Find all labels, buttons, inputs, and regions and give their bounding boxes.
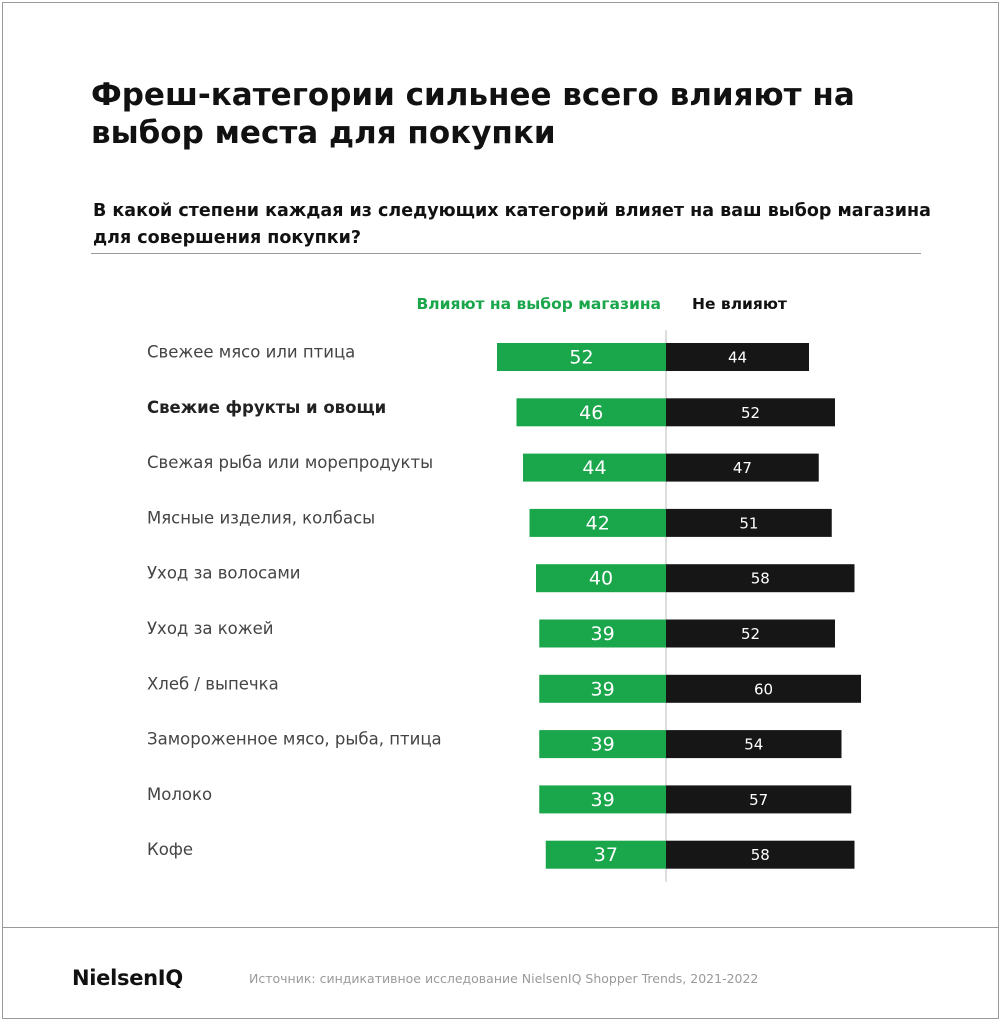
- legend-influence: Влияют на выбор магазина: [416, 295, 661, 313]
- value-label-influence: 39: [591, 734, 615, 756]
- bar-influence: [539, 674, 666, 703]
- value-label-no-influence: 51: [739, 514, 758, 532]
- bar-no-influence: [666, 398, 835, 427]
- bar-no-influence: [666, 619, 835, 648]
- value-label-influence: 39: [591, 789, 615, 811]
- nielseniq-logo: NielsenIQ: [72, 966, 183, 990]
- bar-no-influence: [666, 730, 842, 759]
- value-label-influence: 40: [589, 568, 613, 590]
- bar-influence: [529, 508, 666, 537]
- category-label: Молоко: [147, 785, 212, 804]
- bar-influence: [516, 398, 666, 427]
- value-label-no-influence: 58: [751, 570, 770, 588]
- bar-influence: [523, 453, 666, 482]
- bar-no-influence: [666, 508, 832, 537]
- category-label: Уход за кожей: [147, 619, 274, 638]
- bar-influence: [539, 619, 666, 648]
- category-label: Свежие фрукты и овощи: [147, 398, 386, 417]
- bar-no-influence: [666, 840, 855, 869]
- value-label-no-influence: 52: [741, 625, 760, 643]
- bar-influence: [539, 730, 666, 759]
- value-label-influence: 52: [569, 347, 593, 369]
- legend-no-influence: Не влияют: [692, 295, 787, 313]
- bar-no-influence: [666, 453, 819, 482]
- bar-row: Уход за волосами 40 58: [147, 564, 855, 593]
- bar-no-influence: [666, 785, 852, 814]
- bar-no-influence: [666, 564, 855, 593]
- value-label-no-influence: 47: [733, 459, 752, 477]
- bar-row: Свежая рыба или морепродукты 44 47: [147, 453, 819, 482]
- bar-influence: [497, 343, 666, 371]
- value-label-influence: 39: [591, 623, 615, 645]
- header-divider: [91, 253, 921, 254]
- value-label-influence: 37: [594, 844, 618, 866]
- category-label: Уход за волосами: [147, 564, 301, 583]
- footer-divider: [3, 927, 998, 928]
- diverging-bar-chart: Свежее мясо или птица 52 44 Свежие фрукты и…: [147, 330, 861, 882]
- category-label: Мясные изделия, колбасы: [147, 508, 375, 527]
- value-label-influence: 42: [586, 512, 610, 534]
- bar-influence: [539, 785, 666, 814]
- value-label-no-influence: 44: [728, 349, 747, 367]
- value-label-influence: 39: [591, 678, 615, 700]
- bar-row: Уход за кожей 39 52: [147, 619, 835, 648]
- category-label: Свежее мясо или птица: [147, 343, 355, 362]
- bar-no-influence: [666, 343, 809, 371]
- bar-influence: [536, 564, 666, 593]
- value-label-influence: 46: [579, 402, 603, 424]
- bar-influence: [545, 840, 666, 869]
- bar-row: Кофе 37 58: [147, 840, 855, 869]
- value-label-no-influence: 54: [744, 736, 763, 754]
- value-label-no-influence: 52: [741, 404, 760, 422]
- source-note: Источник: синдикативное исследование Nie…: [249, 971, 759, 986]
- bar-row: Мясные изделия, колбасы 42 51: [147, 508, 832, 537]
- chart-title: Фреш-категории сильнее всего влияют на в…: [91, 77, 855, 151]
- bar-row: Замороженное мясо, рыба, птица 39 54: [147, 730, 842, 759]
- value-label-no-influence: 57: [749, 791, 768, 809]
- bar-row: Свежие фрукты и овощи 46 52: [147, 398, 835, 427]
- bar-row: Свежее мясо или птица 52 44: [147, 343, 809, 371]
- bar-row: Хлеб / выпечка 39 60: [147, 674, 861, 703]
- value-label-no-influence: 58: [751, 846, 770, 864]
- value-label-influence: 44: [582, 457, 606, 479]
- category-label: Замороженное мясо, рыба, птица: [147, 730, 442, 749]
- bar-no-influence: [666, 674, 861, 703]
- category-label: Кофе: [147, 840, 193, 859]
- bar-row: Молоко 39 57: [147, 785, 852, 814]
- chart-subtitle: В какой степени каждая из следующих кате…: [93, 201, 931, 248]
- category-label: Свежая рыба или морепродукты: [147, 453, 433, 472]
- category-label: Хлеб / выпечка: [147, 674, 279, 693]
- value-label-no-influence: 60: [754, 680, 773, 698]
